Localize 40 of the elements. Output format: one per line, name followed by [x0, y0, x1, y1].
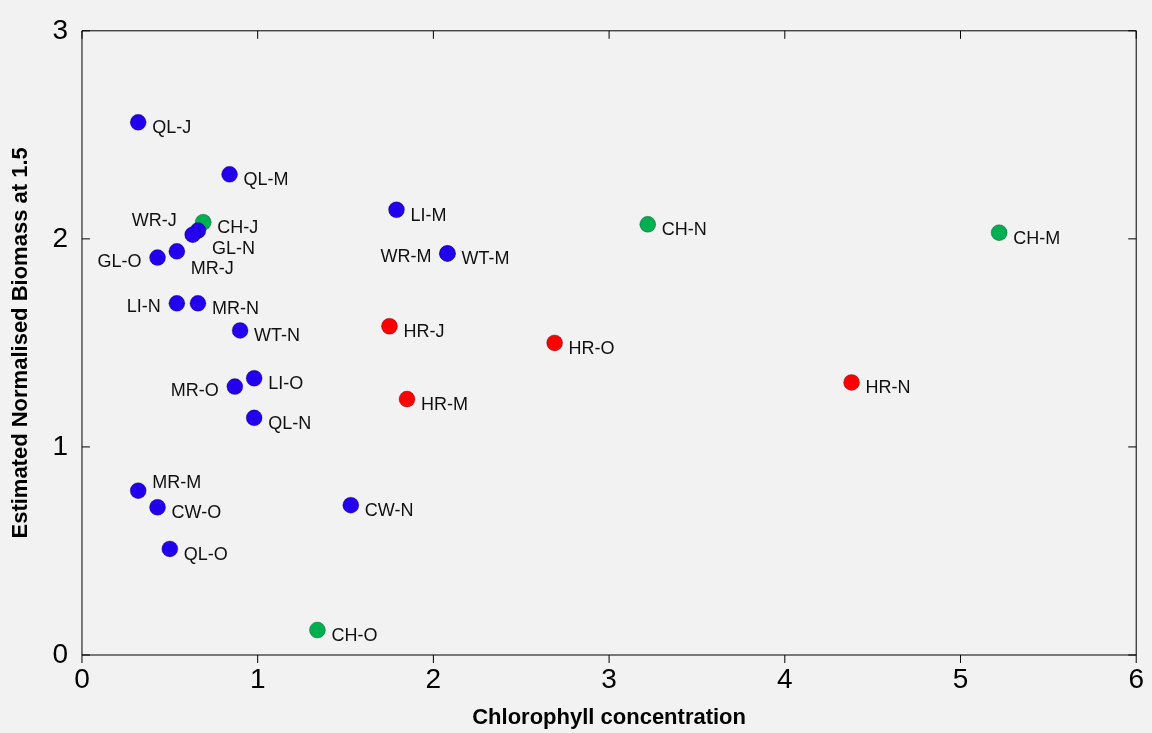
data-label: GL-O	[97, 250, 142, 271]
x-tick-label: 0	[74, 662, 90, 694]
data-label: QL-N	[268, 412, 312, 433]
data-label: CH-N	[661, 219, 707, 240]
data-label: LI-O	[268, 373, 304, 394]
y-tick-label: 2	[52, 221, 68, 253]
data-label: HR-N	[865, 377, 911, 398]
data-label: HR-M	[421, 394, 469, 415]
x-tick-label: 2	[425, 662, 442, 694]
data-label: MR-N	[211, 298, 259, 319]
x-axis-title: Chlorophyll concentration	[472, 703, 746, 729]
x-tick-label: 3	[601, 662, 617, 694]
y-tick-label: 0	[52, 637, 68, 669]
data-label: LI-M	[410, 204, 447, 225]
data-label: QL-O	[183, 543, 228, 564]
x-tick-label: 1	[249, 662, 266, 694]
data-label: CW-O	[171, 502, 222, 523]
y-axis-title: Estimated Normalised Biomass at 1.5	[7, 147, 33, 539]
x-tick-label: 5	[952, 662, 969, 694]
data-label: MR-M	[152, 471, 202, 492]
data-label: WT-M	[461, 248, 510, 269]
data-label: CW-N	[364, 500, 414, 521]
data-label: QL-M	[243, 169, 289, 190]
data-label: CH-O	[331, 625, 378, 645]
data-label: WT-N	[254, 325, 301, 346]
data-label: GL-N	[211, 237, 255, 258]
data-label: QL-J	[152, 117, 192, 138]
data-label: MR-J	[190, 258, 234, 279]
data-label: WR-J	[131, 209, 177, 230]
x-tick-label: 6	[1128, 662, 1144, 694]
data-label: LI-N	[126, 296, 161, 317]
data-label: HR-J	[403, 321, 445, 342]
data-label: CH-M	[1013, 227, 1061, 248]
data-label: WR-M	[380, 246, 432, 267]
data-label: CH-J	[217, 217, 259, 238]
y-tick-label: 3	[52, 13, 68, 45]
x-tick-label: 4	[777, 662, 793, 694]
data-label: HR-O	[568, 337, 615, 358]
data-label: MR-O	[170, 379, 219, 400]
y-tick-label: 1	[52, 429, 68, 461]
